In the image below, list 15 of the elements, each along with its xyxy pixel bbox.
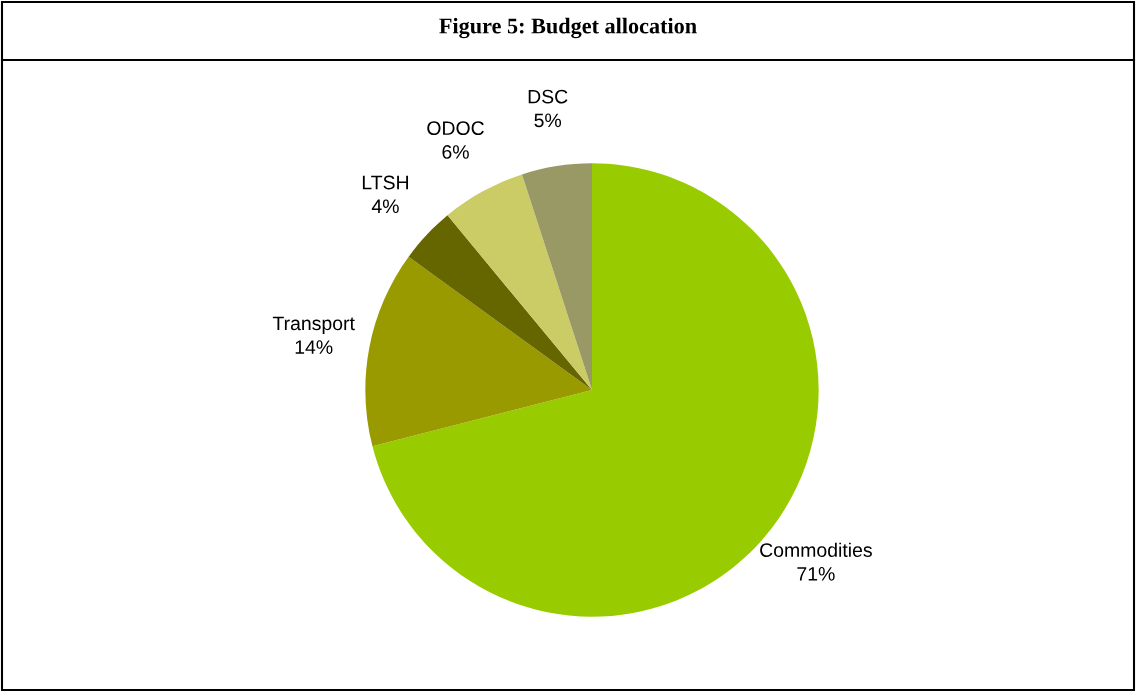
pie-slice [365, 256, 592, 447]
slice-label: Commodities [760, 542, 872, 557]
pie-slice [447, 174, 592, 390]
data-label: 14% [295, 340, 333, 354]
slice-label: DSC [528, 89, 568, 104]
data-label: 5% [534, 113, 562, 128]
data-label: 71% [797, 567, 835, 581]
data-label: 6% [442, 145, 469, 159]
chart-title: Figure 5: Budget allocation [439, 17, 697, 39]
slice-label: LTSH [362, 175, 409, 190]
pie-slice [521, 163, 592, 390]
slice-label: Transport [272, 316, 355, 335]
pie-slice [408, 215, 592, 390]
slice-label: ODOC [427, 121, 484, 136]
data-label: 4% [371, 199, 399, 214]
